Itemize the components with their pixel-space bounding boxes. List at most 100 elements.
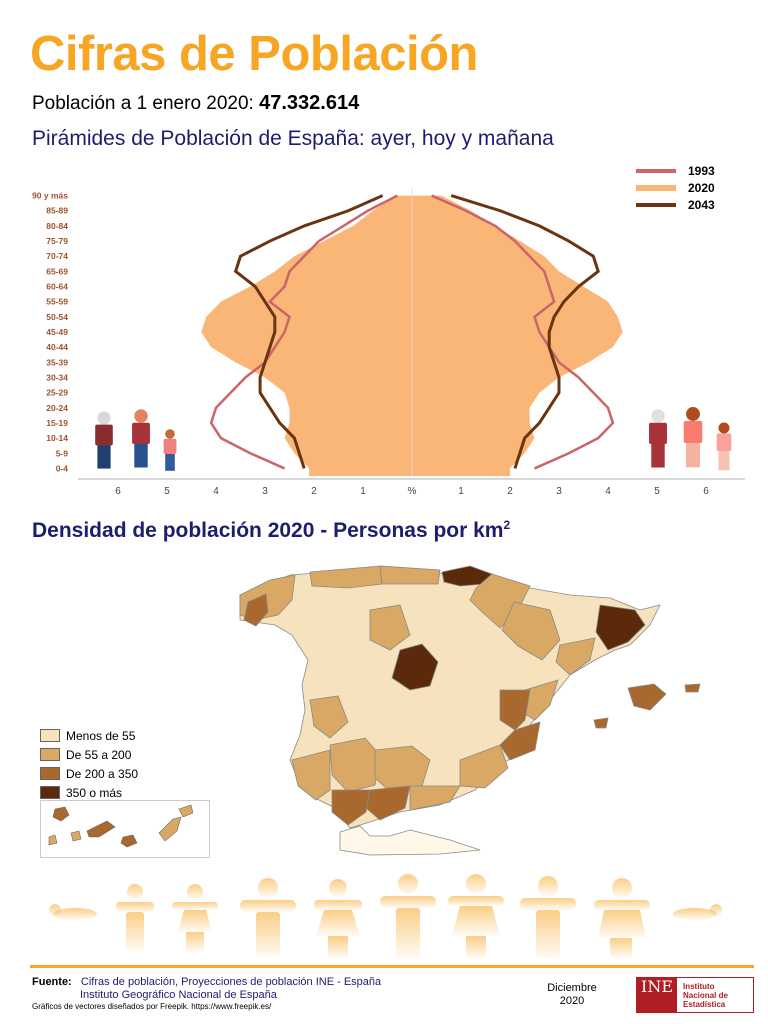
person-icon (673, 904, 722, 920)
y-tick-label: 35-39 (46, 357, 68, 367)
legend-label: 2043 (688, 197, 715, 212)
y-tick-label: 75-79 (46, 236, 68, 246)
legend-label: 350 o más (66, 785, 123, 800)
y-tick-label: 55-59 (46, 297, 68, 307)
y-tick-label: 0-4 (56, 463, 69, 473)
x-tick-label: 3 (556, 486, 562, 497)
density-legend: Menos de 55 De 55 a 200 De 200 a 350 350… (40, 726, 138, 802)
person-icon (718, 451, 730, 471)
legend-swatch (636, 168, 676, 173)
legend-label: 1993 (688, 163, 715, 178)
canary-islands-map (48, 804, 194, 848)
person-icon (594, 878, 650, 958)
person-icon (163, 438, 177, 454)
person-icon (172, 884, 218, 952)
legend-swatch (40, 748, 60, 761)
map-region (120, 834, 138, 848)
x-tick-label: 1 (360, 486, 366, 497)
map-region (684, 683, 701, 693)
legend-label: Menos de 55 (66, 728, 136, 743)
map-region (501, 601, 561, 661)
publication-date: Diciembre 2020 (540, 982, 604, 1008)
date-month: Diciembre (547, 982, 597, 994)
y-tick-label: 15-19 (46, 418, 68, 428)
source-line-2: Instituto Geográfico Nacional de España (80, 989, 277, 1001)
x-tick-label: 6 (703, 486, 709, 497)
person-icon (686, 443, 700, 468)
footer-divider (30, 965, 754, 968)
person-icon (134, 409, 148, 423)
x-tick-label: 2 (311, 486, 317, 497)
y-tick-label: 85-89 (46, 206, 68, 216)
map-region (52, 806, 70, 822)
map-region (499, 721, 541, 761)
map-region (499, 689, 531, 731)
map-region (379, 565, 441, 585)
density-map-title: Densidad de población 2020 - Personas po… (32, 518, 510, 543)
ine-name-line: Instituto (683, 981, 715, 991)
person-icon (520, 876, 576, 958)
ine-name: Instituto Nacional de Estadística (683, 982, 728, 1009)
person-icon (132, 422, 150, 444)
map-region (158, 816, 182, 842)
subtitle-label: Población a 1 enero 2020: (32, 93, 260, 114)
people-decoration (49, 874, 722, 958)
x-tick-label: 1 (458, 486, 464, 497)
map-region (469, 573, 531, 629)
y-tick-label: 40-44 (46, 342, 68, 352)
freepik-credit: Gráficos de vectores diseñados por Freep… (32, 1002, 272, 1011)
map-region (627, 683, 667, 711)
y-tick-label: 65-69 (46, 266, 68, 276)
legend-swatch (40, 786, 60, 799)
legend-item-1993: 1993 (636, 162, 756, 179)
page-title: Cifras de Población (30, 27, 478, 81)
y-tick-label: 25-29 (46, 388, 68, 398)
person-icon (718, 422, 730, 434)
x-tick-label: 4 (213, 486, 219, 497)
y-tick-label: 10-14 (46, 433, 68, 443)
y-tick-label: 80-84 (46, 221, 68, 231)
population-subtitle: Población a 1 enero 2020: 47.332.614 (32, 92, 359, 115)
density-title-text: Densidad de población 2020 - Personas po… (32, 519, 504, 542)
map-region (309, 565, 383, 589)
y-tick-label: 30-34 (46, 372, 68, 382)
person-icon (165, 454, 175, 471)
legend-item-high: De 200 a 350 (40, 764, 138, 783)
map-region (391, 643, 439, 691)
person-icon (95, 424, 113, 446)
person-icon (716, 433, 732, 451)
map-region (369, 604, 411, 651)
legend-label: De 200 a 350 (66, 766, 139, 781)
person-icon (134, 444, 148, 468)
density-title-sup: 2 (503, 518, 511, 532)
legend-label: 2020 (688, 180, 715, 195)
legend-label: De 55 a 200 (66, 747, 132, 762)
map-region (70, 830, 82, 842)
person-icon (97, 411, 111, 425)
person-icon (686, 407, 700, 421)
person-icon (97, 445, 111, 469)
person-icon (649, 422, 667, 444)
ine-mark-icon: INE (637, 977, 677, 1013)
y-tick-label: 5-9 (56, 448, 69, 458)
legend-swatch (636, 202, 676, 207)
legend-item-2020: 2020 (636, 179, 756, 196)
x-tick-label: 6 (115, 486, 121, 497)
map-region (178, 804, 194, 818)
person-icon (683, 420, 703, 443)
legend-swatch (40, 767, 60, 780)
legend-swatch (636, 184, 676, 191)
ine-name-line: Nacional de (683, 990, 728, 1000)
x-tick-label: 5 (164, 486, 170, 497)
person-icon (651, 409, 665, 423)
source-note: Fuente: Cifras de población, Proyeccione… (32, 976, 381, 1001)
map-region (339, 825, 481, 856)
ine-name-line: Estadística (683, 999, 726, 1009)
legend-item-medium: De 55 a 200 (40, 745, 138, 764)
pyramid-title: Pirámides de Población de España: ayer, … (32, 127, 554, 150)
spain-density-map (239, 565, 701, 856)
map-region (309, 695, 349, 739)
series-1993-female-line (431, 194, 615, 470)
x-tick-label: 3 (262, 486, 268, 497)
y-tick-label: 20-24 (46, 403, 68, 413)
